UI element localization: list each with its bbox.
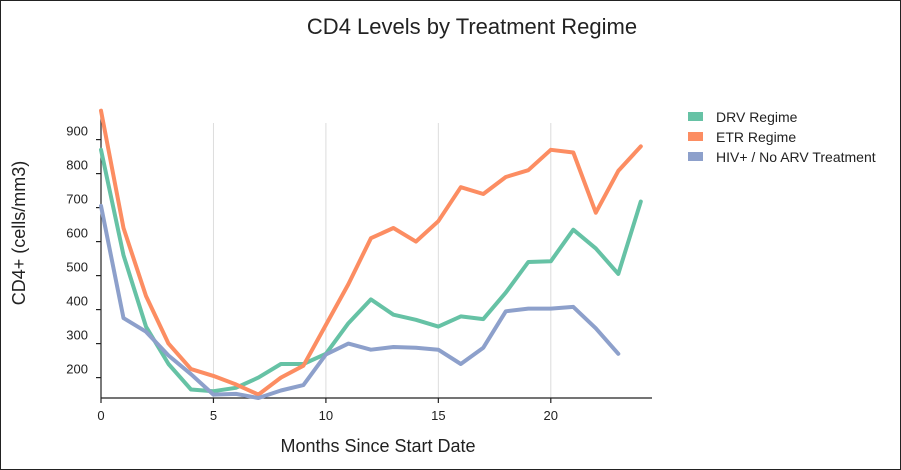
x-tick-label: 20 [544,408,558,423]
axis-layer: 0 5 10 15 20 200 300 400 500 600 700 800 900 [66,109,652,423]
x-tick-label: 5 [210,408,217,423]
x-axis-label: Months Since Start Date [280,436,475,456]
y-tick-label: 600 [66,226,88,241]
x-tick-label: 0 [97,408,104,423]
legend-label: DRV Regime [716,109,798,125]
y-tick-label: 500 [66,260,88,275]
y-tick-label: 400 [66,294,88,309]
series-line-3 [99,203,621,400]
y-tick-label: 200 [66,362,88,377]
series-line-1 [99,147,643,394]
legend: DRV Regime ETR Regime HIV+ / No ARV Treatm… [688,109,876,165]
chart-title: CD4 Levels by Treatment Regime [307,14,637,39]
x-tick-label: 10 [319,408,333,423]
legend-swatch [688,152,703,161]
series-layer [99,108,643,400]
y-tick-label: 300 [66,328,88,343]
y-axis-label: CD4+ (cells/mm3) [9,161,29,306]
legend-swatch [688,112,703,121]
y-tick-label: 800 [66,158,88,173]
series-line-2 [99,108,643,397]
x-tick-label: 15 [431,408,445,423]
y-tick-label: 700 [66,192,88,207]
legend-label: ETR Regime [716,129,796,145]
legend-label: HIV+ / No ARV Treatment [716,149,876,165]
y-tick-label: 900 [66,124,88,139]
legend-swatch [688,132,703,141]
grid-layer [212,123,552,398]
